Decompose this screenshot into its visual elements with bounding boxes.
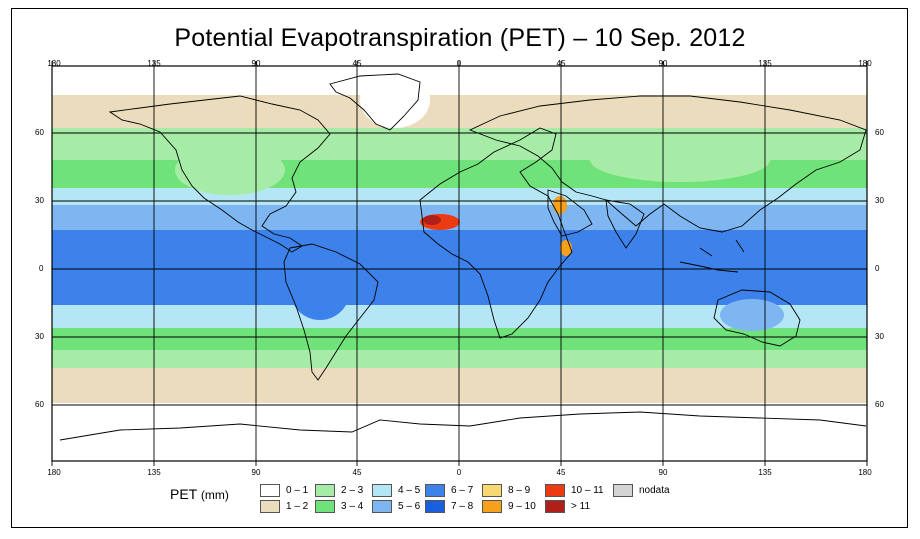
legend-swatch [482,500,502,513]
eurasia-outline [468,95,867,233]
legend-label: > 11 [571,501,590,512]
legend-swatch [545,484,565,497]
legend-swatch [260,484,280,497]
legend-label: 4 – 5 [398,485,421,496]
legend-label: 7 – 8 [451,501,474,512]
legend-label: 10 – 11 [571,485,604,496]
pet-field [52,66,867,461]
right-lat-label: 60 [875,400,884,409]
antarctica-outline [59,411,867,441]
top-lon-label: 135 [147,59,161,68]
india-outline [605,199,645,249]
very-high-pet-band [52,230,867,305]
legend-swatch [425,500,445,513]
top-lon-label: 180 [858,59,872,68]
legend-label: nodata [639,485,670,496]
legend-label: 8 – 9 [508,485,531,496]
top-lon-label: 0 [456,59,462,68]
indonesia-outline [679,239,745,273]
legend-swatch [482,484,502,497]
bottom-lon-label: 0 [456,468,462,477]
right-lat-label: 30 [875,332,884,341]
legend-swatch [613,484,633,497]
legend-label: 1 – 2 [286,501,309,512]
greenland-outline [329,73,421,131]
left-lat-label: 60 [35,400,44,409]
left-lat-label: 60 [35,128,44,137]
legend-swatch [545,500,565,513]
legend-swatch [315,500,335,513]
legend-label: 5 – 6 [398,501,421,512]
australia-high-pet [720,299,784,331]
right-lat-label: 60 [875,128,884,137]
legend-label: 6 – 7 [451,485,474,496]
bottom-lon-label: 135 [147,468,161,477]
top-lon-label: 45 [352,59,362,68]
tick-marks [51,61,868,466]
legend-label: 2 – 3 [341,485,364,496]
top-lon-label: 180 [47,59,61,68]
north-america-mid-pet [175,145,285,195]
legend-label: 9 – 10 [508,501,536,512]
polar-south-band [52,403,867,461]
right-lat-label: 0 [875,264,880,273]
right-lat-label: 30 [875,196,884,205]
coastlines [59,73,867,441]
legend-unit: (mm) [200,488,229,502]
legend-label: 3 – 4 [341,501,364,512]
top-lon-label: 90 [658,59,668,68]
graticule [52,66,867,461]
bottom-lon-label: 180 [47,468,61,477]
legend-swatch [425,484,445,497]
mid-pet-south-band [52,328,867,353]
south-america-outline [283,243,379,381]
europe-africa-outline [419,127,573,339]
south-america-high-pet [290,260,350,320]
map-border [51,65,868,462]
legend-swatch [372,484,392,497]
north-america-outline [108,95,331,253]
bottom-lon-label: 45 [556,468,566,477]
bottom-lon-label: 45 [352,468,362,477]
low-pet-south-band [52,368,867,408]
top-lon-label: 45 [556,59,566,68]
map-title: Potential Evapotranspiration (PET) – 10 … [174,24,746,52]
left-lat-label: 30 [35,332,44,341]
legend-swatch [315,484,335,497]
legend-swatch [260,500,280,513]
legend-title-text: PET [170,486,197,502]
top-lon-label: 135 [758,59,772,68]
legend-label: 0 – 1 [286,485,309,496]
bottom-lon-label: 90 [251,468,261,477]
mid-low-pet-south-band [52,350,867,370]
top-lon-label: 90 [251,59,261,68]
bottom-lon-label: 135 [758,468,772,477]
left-lat-label: 0 [39,264,44,273]
bottom-lon-label: 180 [858,468,872,477]
legend-swatch [372,500,392,513]
bottom-lon-label: 90 [658,468,668,477]
asia-mid-pet [590,138,770,182]
west-africa-peak [423,215,441,225]
left-lat-label: 30 [35,196,44,205]
arabia-hotspot [553,196,567,214]
figure-frame [11,8,908,528]
legend-title: PET (mm) [170,486,229,502]
greenland [360,72,430,128]
